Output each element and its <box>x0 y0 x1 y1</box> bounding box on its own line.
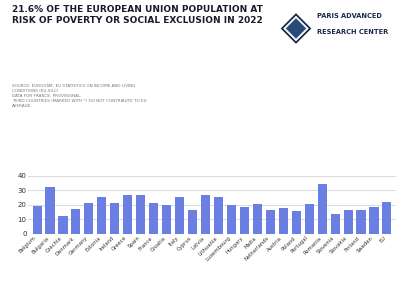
Bar <box>188 210 197 234</box>
Bar <box>279 208 288 234</box>
Bar <box>175 197 184 234</box>
Bar <box>330 214 340 234</box>
Text: SOURCE: EUROSTAT, EU STATISTICS ON INCOME AND LIVING
CONDITIONS (EU-SILC)
DATA F: SOURCE: EUROSTAT, EU STATISTICS ON INCOM… <box>12 84 147 108</box>
Bar <box>149 203 158 234</box>
Bar <box>240 207 249 234</box>
Bar <box>110 203 119 234</box>
Text: PARIS ADVANCED: PARIS ADVANCED <box>317 14 382 20</box>
Bar <box>382 202 392 234</box>
Bar <box>32 206 42 234</box>
Bar <box>162 205 171 234</box>
Bar <box>46 187 54 234</box>
Bar <box>123 195 132 234</box>
Bar <box>253 204 262 234</box>
Bar <box>136 195 145 234</box>
Bar <box>356 210 366 234</box>
Text: 21.6% OF THE EUROPEAN UNION POPULATION AT
RISK OF POVERTY OR SOCIAL EXCLUSION IN: 21.6% OF THE EUROPEAN UNION POPULATION A… <box>12 4 263 25</box>
Polygon shape <box>283 16 309 41</box>
Bar <box>72 209 80 234</box>
Bar <box>318 184 327 234</box>
Bar <box>344 210 352 234</box>
Bar <box>266 210 275 234</box>
Polygon shape <box>286 18 306 39</box>
Bar <box>201 195 210 234</box>
Bar <box>292 211 301 234</box>
Text: RESEARCH CENTER: RESEARCH CENTER <box>317 28 388 34</box>
Bar <box>58 216 68 234</box>
Polygon shape <box>281 13 311 44</box>
Bar <box>227 205 236 234</box>
Bar <box>370 206 378 234</box>
Bar <box>84 203 94 234</box>
Bar <box>97 197 106 234</box>
Bar <box>305 204 314 234</box>
Bar <box>214 197 223 234</box>
